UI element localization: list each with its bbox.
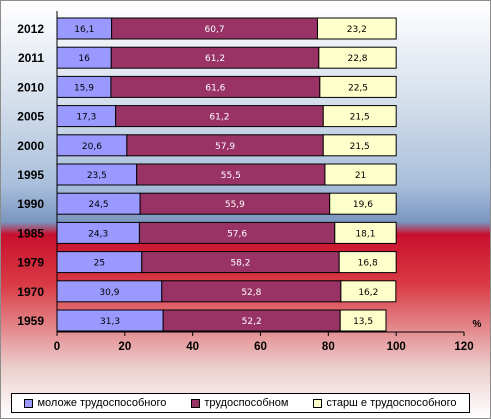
data-label: 61,6 [205,83,225,93]
data-label: 31,3 [100,317,120,327]
category-label: 2005 [17,110,44,124]
bar-segment [334,221,397,244]
bar-segment [324,163,397,186]
category-label: 1995 [17,168,44,182]
legend-label-young: моложе трудоспособного [37,397,167,409]
legend-swatch-young [24,398,34,408]
legend-item-young: моложе трудоспособного [24,397,166,409]
category-label: 2000 [17,139,44,153]
data-label: 52,8 [241,288,261,298]
data-label: 23,5 [87,171,107,181]
category-label: 1959 [17,314,44,328]
x-tick-label: 120 [454,341,473,353]
data-label: 16,2 [358,288,378,298]
data-label: 60,7 [205,25,225,35]
legend-item-older: старш е трудоспособного [313,397,457,409]
data-label: 20,6 [82,142,102,152]
data-label: 55,9 [225,200,245,210]
data-label: 16,8 [358,259,378,269]
data-label: 23,2 [347,25,367,35]
category-label: 2012 [17,22,44,36]
data-label: 22,5 [348,83,368,93]
legend-item-working: трудоспособном [191,397,288,409]
data-label: 24,3 [88,229,108,239]
data-label: 25 [94,259,105,269]
bar-segment [339,309,387,332]
category-label: 1985 [17,226,44,240]
data-label: 52,2 [242,317,262,327]
legend-swatch-working [191,398,201,408]
bar-segment [338,251,397,274]
data-label: 16 [78,54,90,64]
category-label: 1979 [17,256,44,270]
x-tick-label: 20 [118,341,131,353]
x-tick-label: 0 [54,341,60,353]
data-label: 13,5 [353,317,373,327]
x-tick-label: 80 [322,341,335,353]
data-label: 55,5 [221,171,241,181]
data-label: 30,9 [99,288,119,298]
data-label: 17,3 [76,113,96,123]
bar-segment [329,192,397,215]
x-unit-label: % [473,319,482,330]
category-label: 1970 [17,285,44,299]
data-label: 61,2 [209,113,229,123]
legend-swatch-older [313,398,323,408]
x-tick-label: 60 [254,341,267,353]
x-tick-label: 100 [387,341,406,353]
data-label: 19,6 [353,200,373,210]
legend-label-working: трудоспособном [204,397,289,409]
bar-segment [318,46,397,69]
data-label: 24,5 [89,200,109,210]
data-label: 58,2 [230,259,250,269]
bar-segment [340,280,397,303]
category-label: 2010 [17,80,44,94]
legend-label-older: старш е трудоспособного [326,397,457,409]
data-label: 21 [355,171,366,181]
category-label: 1990 [17,197,44,211]
data-label: 61,2 [205,54,225,64]
legend: моложе трудоспособного трудоспособном ст… [11,393,470,413]
bar-segment [316,17,397,40]
data-label: 21,5 [350,113,370,123]
data-label: 16,1 [74,25,94,35]
data-label: 57,9 [215,142,235,152]
data-label: 21,5 [350,142,370,152]
bar-segment [319,75,397,98]
data-label: 15,9 [74,83,94,93]
category-label: 2011 [18,51,44,65]
x-tick-label: 40 [186,341,199,353]
bar-segment [322,134,397,157]
data-label: 57,6 [227,229,247,239]
bar-segment [322,105,397,128]
data-label: 18,1 [355,229,375,239]
data-label: 22,8 [347,54,367,64]
